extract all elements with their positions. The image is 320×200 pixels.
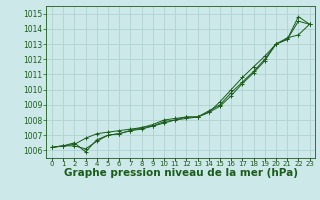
X-axis label: Graphe pression niveau de la mer (hPa): Graphe pression niveau de la mer (hPa) xyxy=(64,168,298,178)
